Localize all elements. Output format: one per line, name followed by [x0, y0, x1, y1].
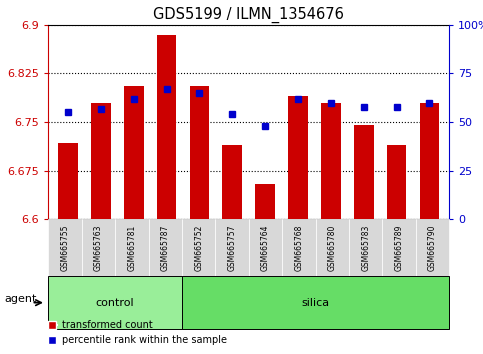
Bar [387, 145, 407, 219]
Text: control: control [96, 298, 134, 308]
Bar [256, 184, 275, 219]
Bar [288, 96, 308, 219]
Bar [190, 86, 209, 219]
Bar [321, 103, 341, 219]
Bar [354, 125, 374, 219]
Text: GSM665783: GSM665783 [361, 224, 370, 271]
Bar [157, 34, 176, 219]
Bar [223, 145, 242, 219]
Legend: transformed count, percentile rank within the sample: transformed count, percentile rank withi… [43, 316, 231, 349]
Text: GSM665752: GSM665752 [194, 224, 203, 271]
Title: GDS5199 / ILMN_1354676: GDS5199 / ILMN_1354676 [153, 7, 344, 23]
Text: GSM665790: GSM665790 [428, 224, 437, 271]
Text: silica: silica [301, 298, 329, 308]
Text: GSM665768: GSM665768 [294, 224, 303, 271]
Text: GSM665755: GSM665755 [60, 224, 70, 271]
Text: agent: agent [5, 294, 37, 304]
Text: GSM665757: GSM665757 [227, 224, 237, 271]
Text: GSM665764: GSM665764 [261, 224, 270, 271]
Text: GSM665763: GSM665763 [94, 224, 103, 271]
Bar [420, 103, 440, 219]
Text: GSM665780: GSM665780 [328, 224, 337, 271]
Text: GSM665781: GSM665781 [128, 225, 136, 271]
Text: GSM665789: GSM665789 [395, 224, 404, 271]
Text: GSM665787: GSM665787 [161, 224, 170, 271]
Bar [58, 143, 78, 219]
Bar [124, 86, 143, 219]
Bar [91, 103, 111, 219]
